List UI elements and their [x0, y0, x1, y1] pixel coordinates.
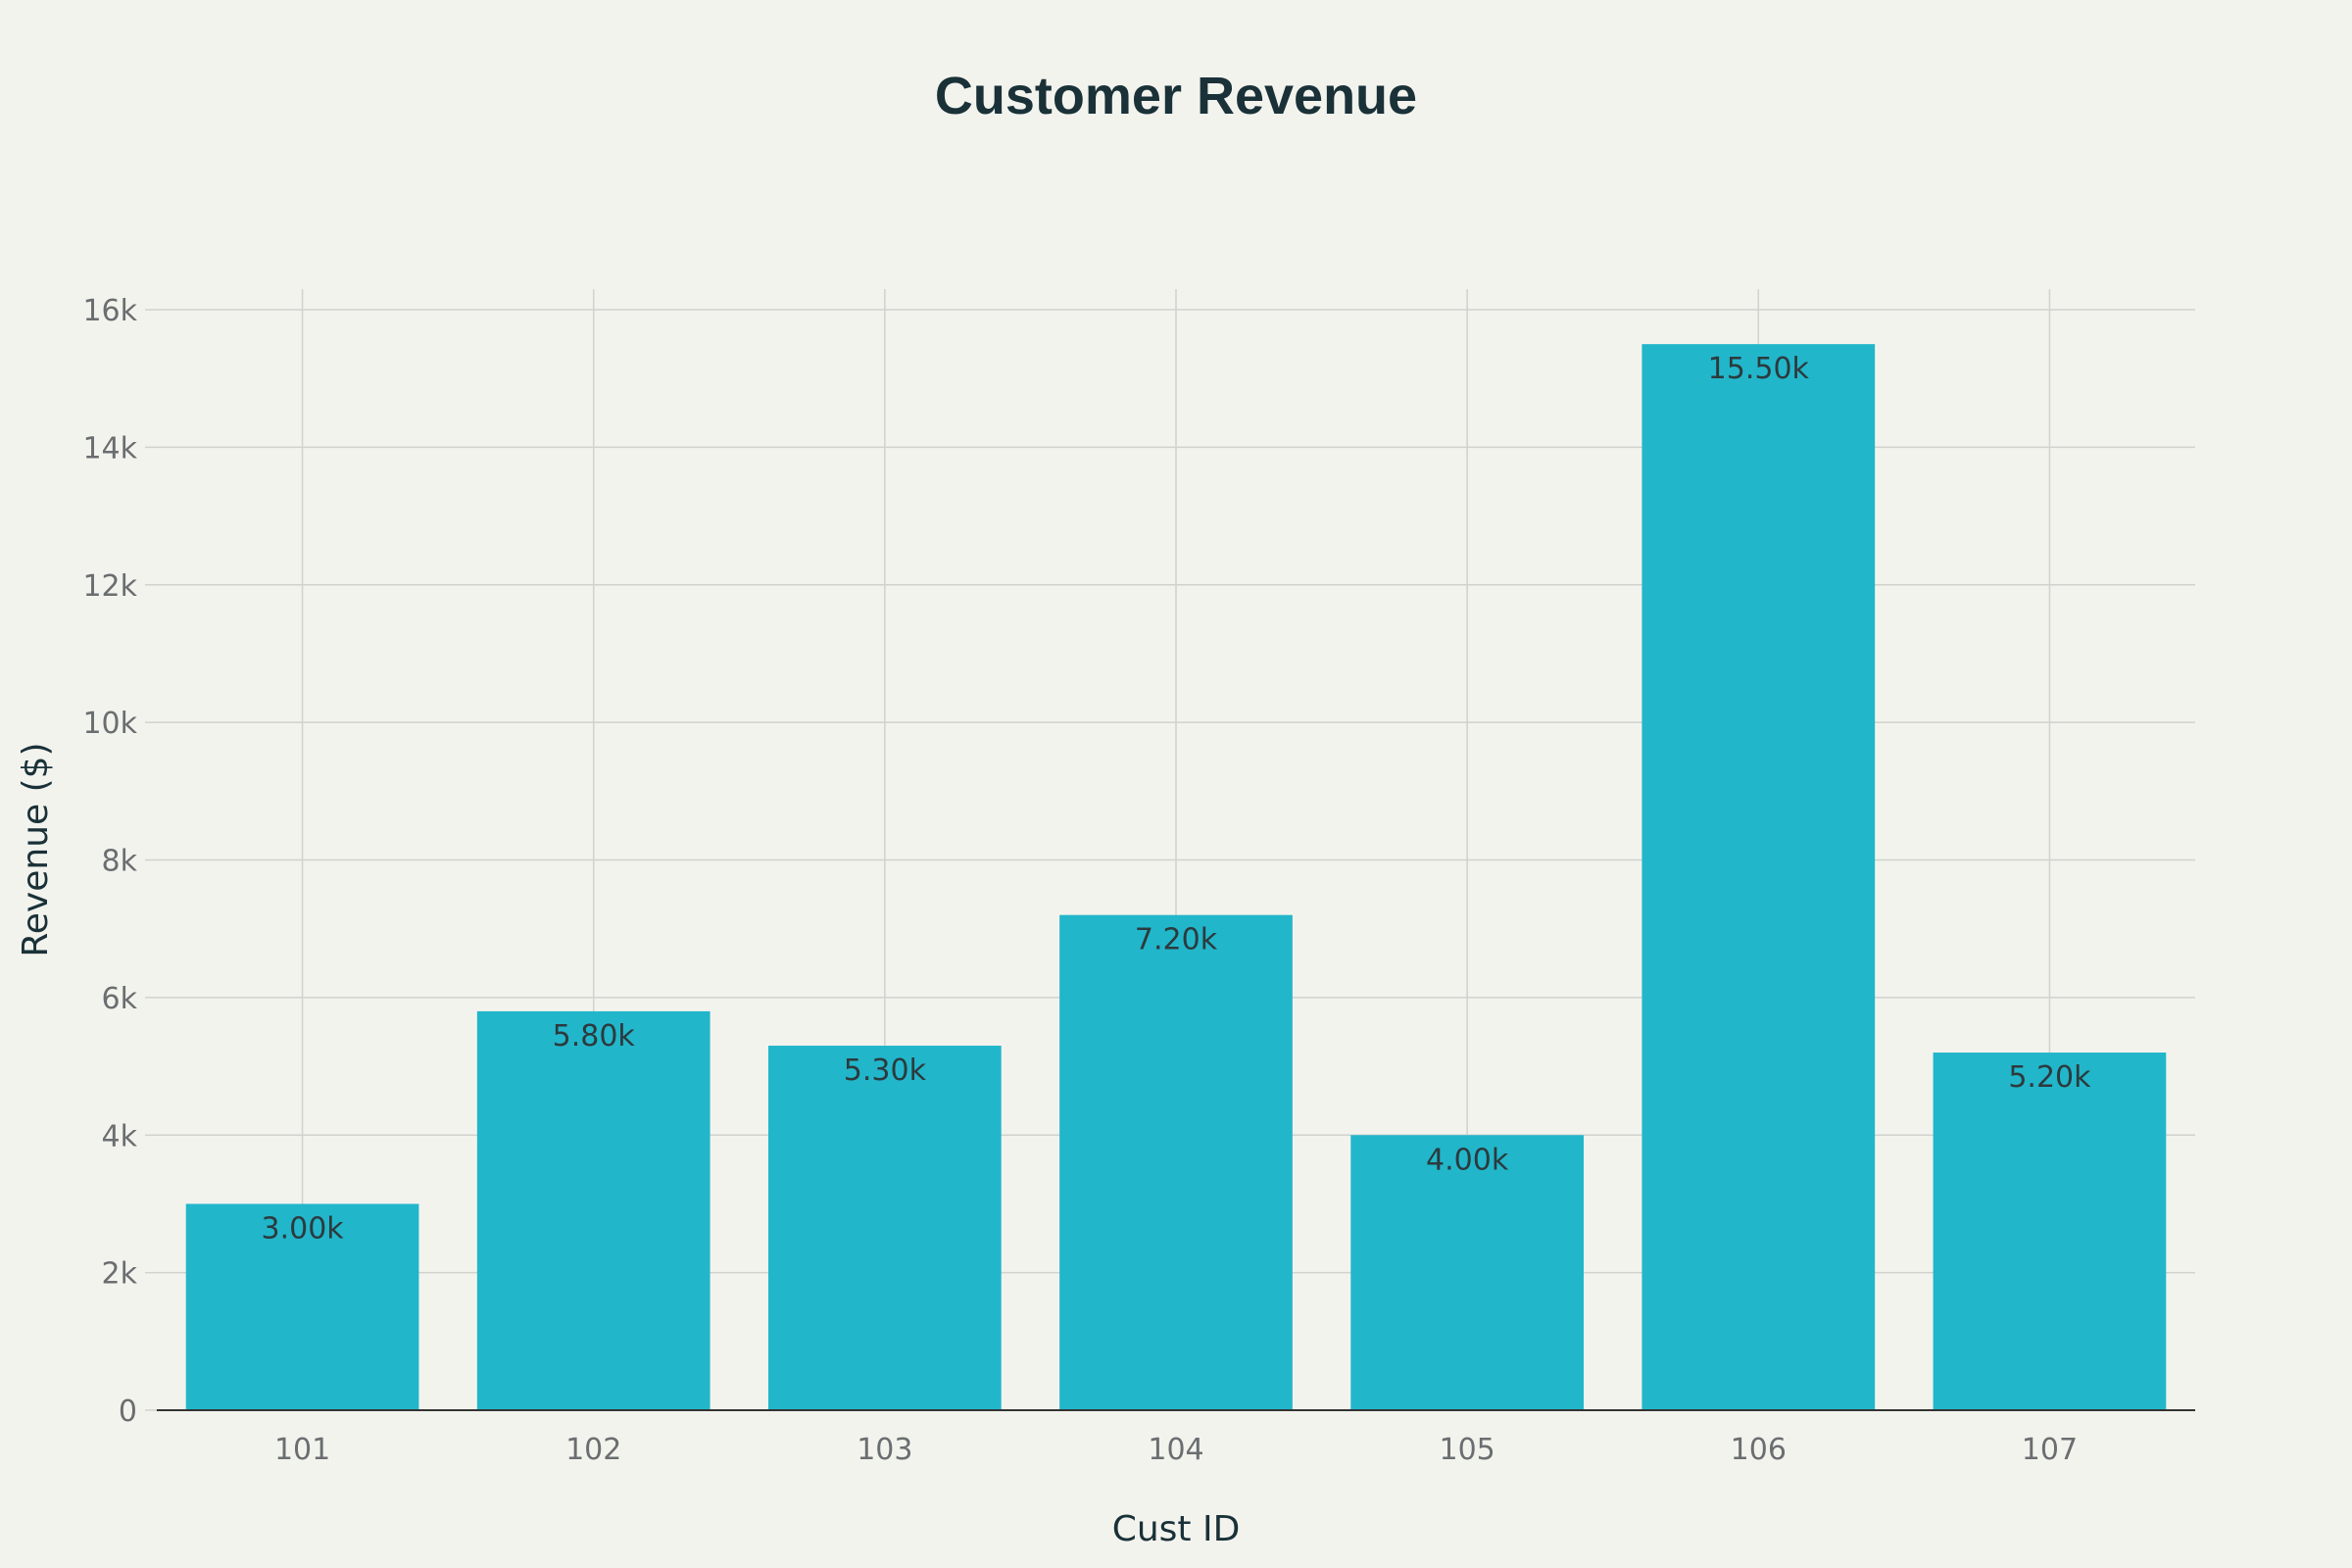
axes: 0 2k 4k 6k 8k 10k 12k 14k 16k 101 102 103 104 105 106 1… — [82, 294, 2195, 1467]
x-axis-title: Cust ID — [1112, 1509, 1241, 1549]
data-label-101: 3.00k — [261, 1211, 344, 1246]
bar-102 — [476, 1010, 710, 1410]
x-tick-label: 107 — [2022, 1433, 2078, 1467]
data-label-103: 5.30k — [844, 1054, 927, 1088]
data-label-102: 5.80k — [553, 1019, 636, 1054]
y-tick-label: 0 — [119, 1395, 137, 1429]
y-tick-label: 12k — [82, 569, 137, 604]
x-tick-label: 104 — [1148, 1433, 1203, 1467]
chart-title: Customer Revenue — [935, 67, 1417, 125]
x-tick-label: 103 — [857, 1433, 912, 1467]
bars — [185, 344, 2167, 1411]
y-tick-label: 4k — [102, 1119, 138, 1153]
x-tick-label: 106 — [1731, 1433, 1787, 1467]
x-tick-label: 105 — [1440, 1433, 1495, 1467]
y-tick-label: 2k — [102, 1257, 138, 1292]
data-labels: 3.00k 5.80k 5.30k 7.20k 4.00k 15.50k 5.20k — [261, 352, 2091, 1246]
data-label-104: 7.20k — [1135, 923, 1218, 957]
y-axis-title: Revenue ($) — [16, 742, 56, 956]
y-tick-label: 10k — [82, 707, 137, 741]
bar-104 — [1059, 914, 1293, 1410]
data-label-106: 15.50k — [1708, 352, 1810, 386]
y-tick-label: 8k — [102, 845, 138, 879]
x-tick-label: 101 — [274, 1433, 330, 1467]
bar-101 — [185, 1203, 419, 1410]
data-label-107: 5.20k — [2008, 1060, 2091, 1095]
x-tick-label: 102 — [565, 1433, 621, 1467]
y-tick-label: 14k — [82, 431, 137, 466]
y-tick-label: 6k — [102, 982, 138, 1016]
data-label-105: 4.00k — [1426, 1143, 1509, 1177]
bar-106 — [1642, 344, 1876, 1411]
bar-103 — [768, 1046, 1002, 1410]
bar-105 — [1350, 1135, 1584, 1410]
bar-107 — [1933, 1053, 2167, 1410]
y-tick-label: 16k — [82, 294, 137, 328]
